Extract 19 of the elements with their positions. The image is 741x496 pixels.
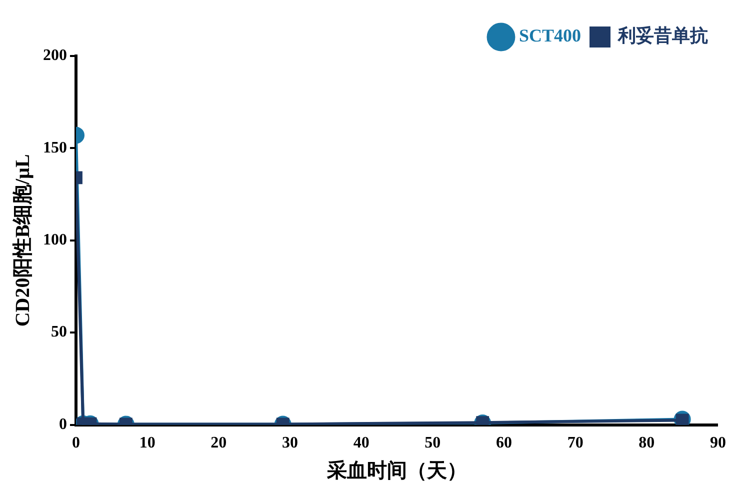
x-tick-label: 70 <box>567 434 584 452</box>
y-tick-label: 100 <box>43 232 67 249</box>
x-tick-label: 10 <box>139 434 156 452</box>
x-tick-label: 20 <box>210 434 227 452</box>
x-tick-label: 60 <box>496 434 512 452</box>
y-tick-label: 150 <box>43 139 67 156</box>
y-tick-label: 50 <box>51 324 67 341</box>
legend-label: 利妥昔单抗 <box>617 26 708 46</box>
x-tick-label: 90 <box>710 434 726 452</box>
legend-label: SCT400 <box>518 26 581 46</box>
x-axis-title: 采血时间（天） <box>326 459 467 482</box>
x-tick-label: 80 <box>638 434 655 452</box>
x-tick-label: 50 <box>424 434 441 452</box>
x-tick-label: 30 <box>282 434 298 452</box>
y-axis-title: CD20阳性B细胞/μL <box>12 154 34 327</box>
x-tick-label: 0 <box>72 434 80 452</box>
y-tick-label: 200 <box>43 47 67 64</box>
x-tick-label: 40 <box>353 434 370 452</box>
y-tick-label: 0 <box>59 416 67 433</box>
